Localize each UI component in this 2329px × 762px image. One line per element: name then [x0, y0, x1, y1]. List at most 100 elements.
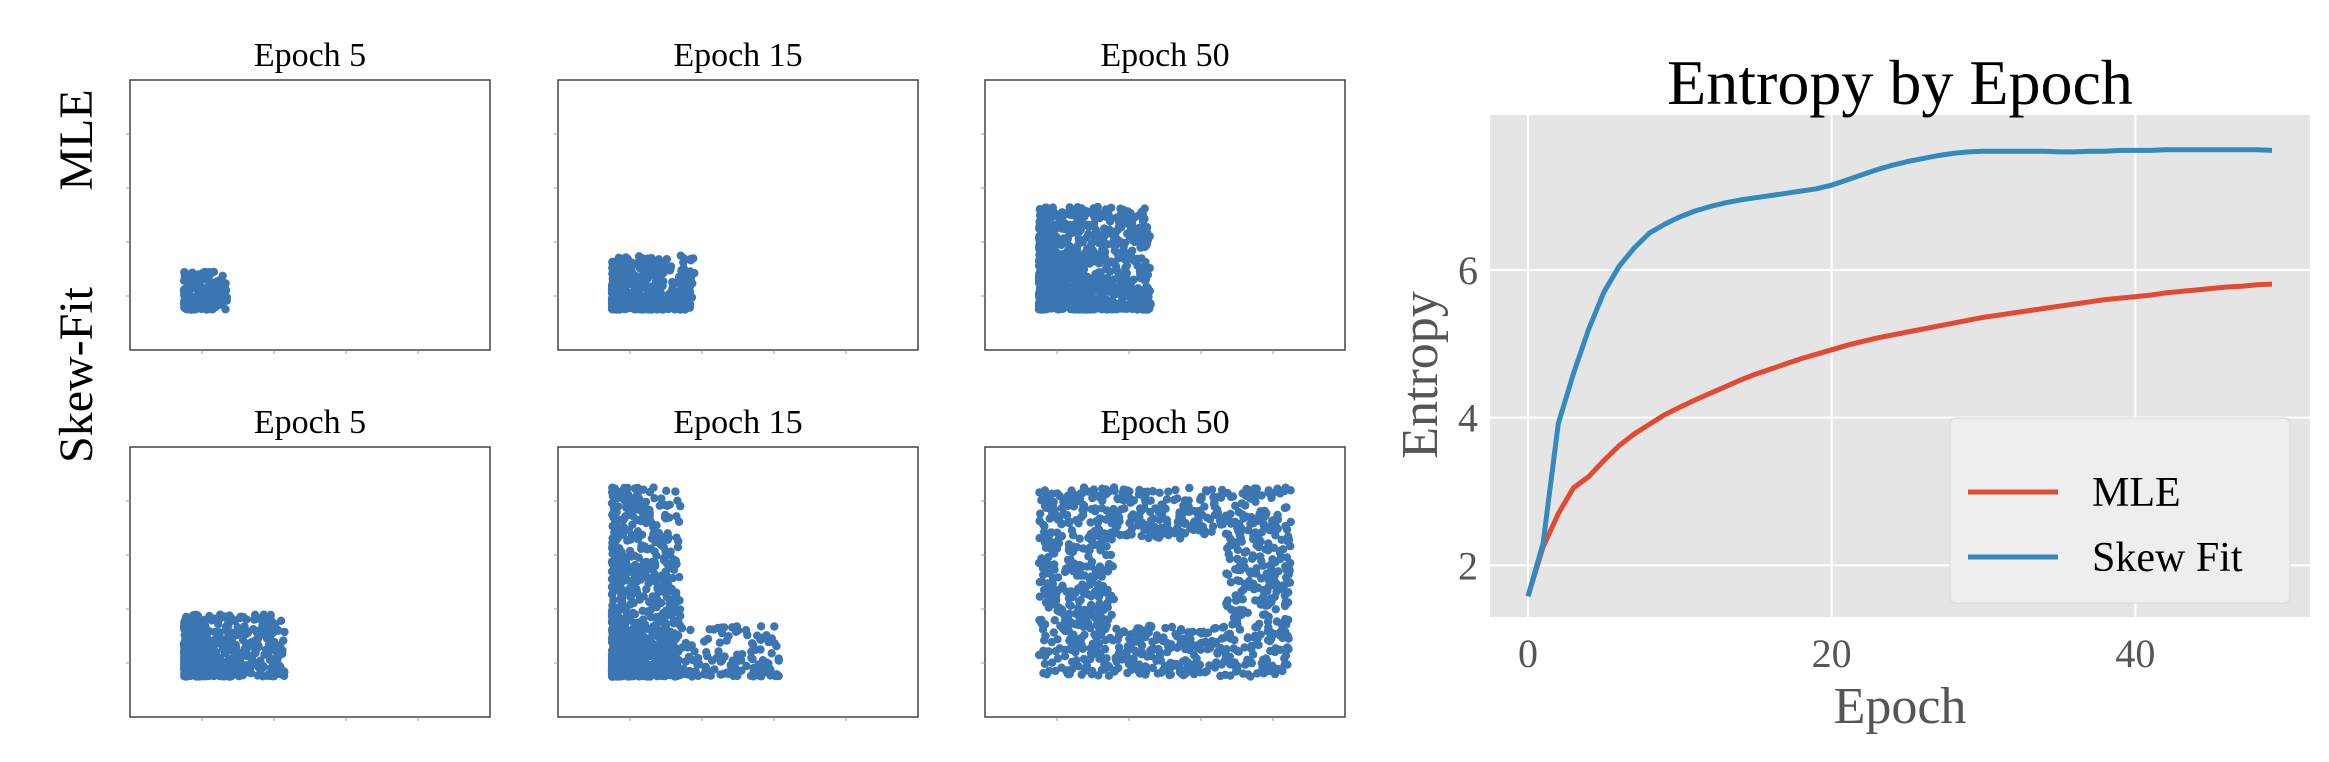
scatter-point — [201, 300, 210, 310]
scatter-point — [671, 556, 681, 565]
scatter-point — [1144, 526, 1153, 536]
scatter-point — [756, 672, 766, 681]
scatter-point — [1252, 564, 1261, 573]
scatter-point — [223, 626, 233, 636]
scatter-point — [214, 670, 223, 679]
scatter-point — [645, 512, 654, 521]
scatter-point — [1035, 650, 1044, 660]
scatter-point — [683, 275, 692, 284]
scatter-point — [1102, 305, 1112, 314]
scatter-point — [630, 551, 639, 560]
scatter-point — [1064, 501, 1074, 510]
scatter-point — [645, 487, 655, 497]
scatter-point — [179, 622, 189, 631]
scatter-point — [1270, 592, 1279, 602]
scatter-point — [1230, 635, 1239, 645]
scatter-point — [619, 258, 628, 267]
scatter-point — [1053, 528, 1062, 537]
scatter-point — [1105, 511, 1114, 520]
scatter-point — [1207, 636, 1217, 646]
scatter-point — [1103, 567, 1113, 576]
scatter-point — [1083, 305, 1092, 314]
scatter-point — [1109, 595, 1119, 604]
scatter-point — [1067, 526, 1077, 535]
scatter-point — [607, 626, 617, 635]
scatter-point — [1178, 657, 1188, 666]
scatter-point — [621, 304, 630, 314]
scatter-point — [200, 268, 209, 277]
scatter-point — [1239, 557, 1249, 566]
scatter-point — [1235, 625, 1245, 634]
scatter-point — [1271, 558, 1280, 567]
scatter-point — [628, 608, 638, 618]
scatter-point — [1282, 503, 1291, 512]
scatter-point — [220, 648, 230, 658]
panel-frame — [984, 79, 1346, 351]
scatter-point — [618, 585, 627, 595]
scatter-point — [1088, 231, 1097, 241]
scatter-point — [608, 491, 618, 501]
scatter-point — [1053, 536, 1062, 546]
scatter-point — [236, 663, 246, 672]
scatter-point — [653, 584, 662, 593]
scatter-point — [1116, 530, 1125, 540]
scatter-point — [1225, 629, 1235, 638]
scatter-point — [1040, 589, 1050, 599]
scatter-point — [1053, 239, 1063, 248]
scatter-point — [664, 304, 673, 314]
scatter-point — [1281, 483, 1290, 492]
scatter-point — [1064, 540, 1074, 549]
scatter-point — [1217, 660, 1226, 669]
scatter-point — [674, 631, 683, 640]
scatter-point — [1074, 239, 1083, 249]
scatter-point — [1203, 513, 1212, 522]
tick-labels: 0 20 40 2 4 6 — [1458, 248, 2155, 676]
scatter-point — [637, 621, 647, 631]
scatter-point — [1074, 268, 1083, 278]
scatter-point — [1037, 615, 1046, 625]
scatter-panel: Epoch 50 — [981, 404, 1346, 721]
scatter-point — [626, 641, 635, 650]
scatter-point — [1112, 288, 1122, 297]
scatter-point — [1110, 667, 1119, 676]
scatter-point — [1039, 564, 1049, 573]
scatter-point — [1226, 517, 1235, 527]
scatter-point — [640, 260, 650, 269]
scatter-point — [625, 671, 635, 680]
scatter-point — [267, 629, 277, 638]
scatter-point — [613, 298, 622, 308]
scatter-point — [1040, 535, 1050, 544]
scatter-point — [1286, 541, 1295, 551]
scatter-point — [770, 622, 779, 631]
scatter-point — [1271, 605, 1281, 614]
scatter-point — [749, 640, 758, 650]
scatter-point — [1042, 670, 1052, 679]
scatter-point — [612, 536, 621, 545]
scatter-point — [644, 289, 653, 298]
scatter-point — [1075, 597, 1084, 606]
scatter-point — [1035, 231, 1044, 241]
scatter-point — [246, 663, 255, 673]
scatter-point — [1247, 641, 1256, 650]
scatter-point — [1253, 633, 1263, 642]
scatter-point — [659, 667, 668, 676]
scatter-point — [1249, 650, 1258, 659]
scatter-point — [1102, 550, 1111, 560]
scatter-point — [1055, 644, 1064, 653]
scatter-point — [1064, 627, 1074, 636]
scatter-point — [1260, 585, 1270, 594]
scatter-point — [1169, 495, 1179, 505]
scatter-point — [1079, 589, 1089, 598]
scatter-point — [684, 652, 694, 662]
scatter-point — [665, 562, 674, 572]
scatter-point — [630, 630, 639, 640]
scatter-point — [1245, 567, 1254, 576]
scatter-point — [1258, 655, 1268, 664]
scatter-point — [218, 271, 227, 280]
panel-title: Epoch 15 — [673, 404, 802, 441]
scatter-point — [1074, 603, 1083, 613]
scatter-point — [632, 584, 641, 594]
scatter-point — [1090, 284, 1099, 293]
scatter-point — [1238, 669, 1248, 678]
scatter-point — [1155, 488, 1164, 497]
